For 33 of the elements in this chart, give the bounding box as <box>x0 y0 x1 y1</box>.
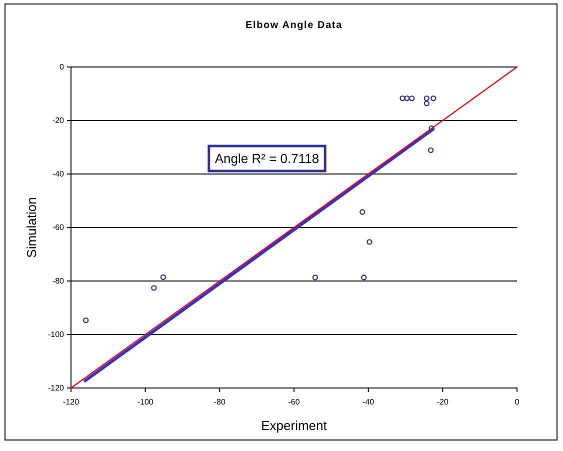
point <box>160 274 166 280</box>
x-axis-title: Experiment <box>261 418 328 433</box>
point <box>312 274 318 280</box>
point <box>83 317 89 324</box>
point <box>408 95 415 102</box>
y-axis-title: Simulation <box>24 197 39 258</box>
y-tick-label: 0 <box>60 62 65 72</box>
x-tick-label: 0 <box>514 398 520 407</box>
y-tick-label: -80 <box>52 276 65 286</box>
x-tick-label: -20 <box>436 398 449 407</box>
annotation: Angle R² = 0.7118 <box>214 151 320 166</box>
point <box>361 274 367 280</box>
chart-title: Elbow Angle Data <box>246 20 342 31</box>
point <box>404 95 410 102</box>
y-tick-label: -60 <box>52 223 65 232</box>
y-tick-label: -20 <box>52 116 65 126</box>
point <box>430 95 436 102</box>
point <box>424 100 430 106</box>
point <box>400 95 406 102</box>
point <box>428 125 434 132</box>
y-tick-label: -120 <box>48 384 65 393</box>
x-tick-label: -80 <box>214 398 226 407</box>
point <box>151 285 157 291</box>
y-tick-label: -100 <box>48 330 65 340</box>
x-tick-label: -60 <box>288 398 300 407</box>
point <box>360 209 366 215</box>
point <box>428 147 434 154</box>
x-tick-label: -40 <box>362 398 375 407</box>
point <box>366 239 372 245</box>
y-tick-label: -40 <box>52 170 65 179</box>
point <box>424 95 430 102</box>
x-tick-label: -100 <box>137 398 154 407</box>
x-tick-label: -120 <box>62 398 80 407</box>
